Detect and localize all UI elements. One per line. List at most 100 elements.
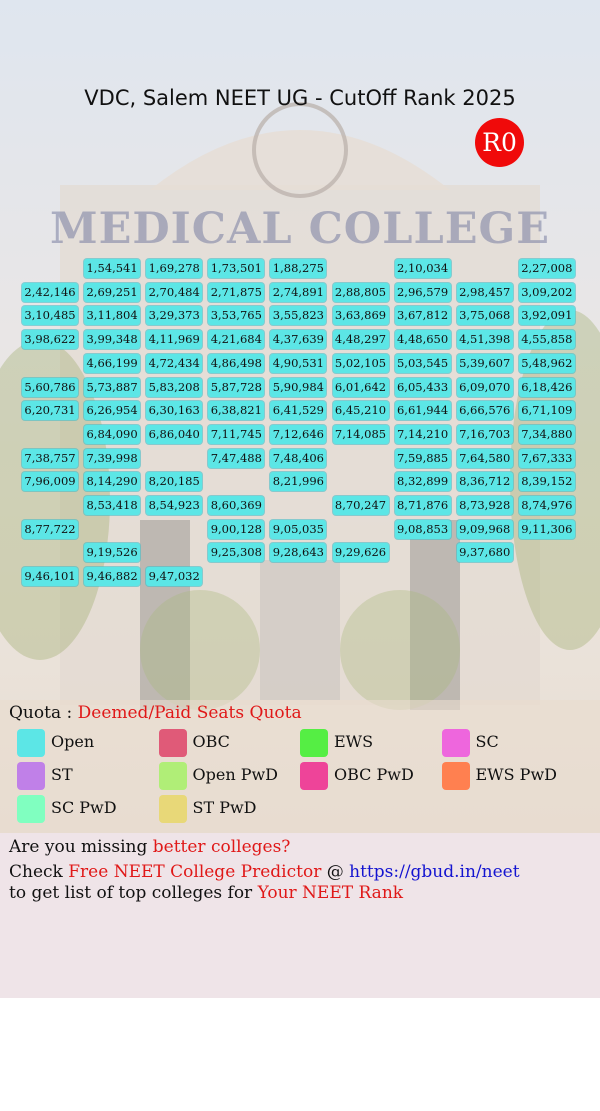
legend-swatch (300, 761, 328, 790)
legend-swatch (17, 761, 45, 790)
footer-line: Check Free NEET College Predictor @ http… (9, 862, 520, 882)
rank-cell: 1,73,501 (208, 259, 265, 278)
rank-cell: 2,27,008 (518, 259, 575, 278)
rank-cell: 8,21,996 (270, 472, 327, 492)
rank-cell: 8,73,928 (456, 496, 513, 515)
legend-label: OBC PwD (334, 765, 414, 784)
legend-item: SC (441, 727, 499, 757)
legend-swatch (300, 728, 328, 757)
rank-cell: 9,00,128 (208, 519, 265, 539)
rank-cell: 8,71,876 (394, 496, 451, 515)
predictor-link[interactable]: Free NEET College Predictor (68, 862, 322, 882)
rank-cell: 3,11,804 (84, 306, 141, 326)
quota-line: Quota : Deemed/Paid Seats Quota (9, 703, 302, 723)
rank-cell: 2,70,484 (146, 282, 203, 302)
rank-cell: 3,75,068 (456, 306, 513, 326)
legend-item: OBC PwD (300, 760, 414, 790)
rank-cell: 2,69,251 (84, 282, 141, 302)
rank-cell: 6,38,821 (208, 401, 265, 421)
rank-cell: 7,16,703 (456, 424, 513, 444)
rank-cell: 3,29,373 (146, 306, 203, 326)
rank-cell: 8,74,976 (518, 496, 575, 515)
rank-cell: 6,61,944 (394, 401, 451, 421)
background-sign: MEDICAL COLLEGE (50, 204, 550, 254)
rank-cell: 7,39,998 (84, 448, 141, 468)
rank-cell: 9,09,968 (456, 519, 513, 539)
rank-cell: 2,88,805 (332, 282, 389, 302)
rank-cell: 7,48,406 (270, 448, 327, 468)
rank-cell: 6,41,529 (270, 401, 327, 421)
rank-cell: 4,90,531 (270, 353, 327, 373)
rank-cell: 7,14,210 (394, 424, 451, 444)
rank-cell: 4,86,498 (208, 353, 265, 373)
rank-cell: 2,98,457 (456, 282, 513, 302)
quota-name: Deemed/Paid Seats Quota (77, 703, 302, 723)
rank-cell: 9,19,526 (84, 543, 141, 563)
rank-cell: 8,53,418 (84, 496, 141, 515)
legend-swatch (17, 728, 45, 757)
rank-cell: 9,47,032 (146, 567, 203, 587)
legend-swatch (158, 794, 187, 823)
rank-cell: 7,14,085 (332, 424, 389, 444)
rank-cell: 8,36,712 (456, 472, 513, 492)
legend-item: EWS (300, 727, 373, 757)
rank-cell: 7,96,009 (22, 472, 78, 492)
rank-cell: 8,54,923 (146, 496, 203, 515)
rank-cell: 4,11,969 (146, 330, 203, 350)
rank-cell: 8,60,369 (208, 496, 265, 515)
quota-label: Quota : (9, 703, 73, 723)
rank-cell: 7,47,488 (208, 448, 265, 468)
highlight: better colleges? (152, 837, 291, 857)
rank-cell: 9,25,308 (208, 543, 265, 563)
rank-cell: 4,48,650 (394, 330, 451, 350)
rank-cell: 7,34,880 (518, 424, 575, 444)
legend-label: EWS (334, 732, 374, 751)
rank-cell: 6,86,040 (146, 424, 203, 444)
rank-cell: 1,88,275 (270, 259, 327, 278)
rank-cell: 8,70,247 (332, 496, 389, 515)
rank-cell: 5,02,105 (332, 353, 389, 373)
rank-cell: 9,37,680 (456, 543, 513, 563)
rank-cell: 6,66,576 (456, 401, 513, 421)
rank-cell: 6,45,210 (332, 401, 389, 421)
rank-cell: 2,74,891 (270, 282, 327, 302)
rank-cell: 8,14,290 (84, 472, 141, 492)
legend-label: SC PwD (51, 798, 117, 817)
rank-cell: 6,71,109 (518, 401, 575, 421)
rank-cell: 2,42,146 (22, 282, 78, 302)
rank-cell: 6,18,426 (518, 377, 575, 397)
rank-cell: 4,51,398 (456, 330, 513, 350)
legend-item: OBC (158, 727, 230, 757)
rank-cell: 7,38,757 (22, 448, 78, 468)
rank-cell: 3,67,812 (394, 306, 451, 326)
rank-cell: 5,39,607 (456, 353, 513, 373)
rank-cell: 4,37,639 (270, 330, 327, 350)
legend-label: ST PwD (192, 798, 257, 817)
rank-cell: 3,63,869 (332, 306, 389, 326)
url-link[interactable]: https://gbud.in/neet (349, 862, 520, 882)
rank-cell: 6,09,070 (456, 377, 513, 397)
legend-label: EWS PwD (475, 765, 557, 784)
legend-item: ST (17, 760, 73, 790)
rank-cell: 8,20,185 (146, 472, 203, 492)
rank-cell: 9,46,101 (22, 567, 78, 587)
rank-cell: 5,90,984 (270, 377, 327, 397)
footer-line: to get list of top colleges for Your NEE… (9, 883, 403, 903)
rank-cell: 3,99,348 (84, 330, 141, 350)
legend-swatch (17, 794, 45, 823)
text: to get list of top colleges for (9, 883, 258, 903)
rank-cell: 3,98,622 (22, 330, 78, 350)
title: VDC, Salem NEET UG - CutOff Rank 2025 (84, 86, 516, 110)
legend-label: OBC (192, 732, 230, 751)
legend-item: ST PwD (158, 793, 257, 823)
rank-cell: 5,83,208 (146, 377, 203, 397)
rank-cell: 4,55,858 (518, 330, 575, 350)
legend-label: Open PwD (192, 765, 279, 784)
legend-swatch (441, 761, 470, 790)
rank-cell: 5,48,962 (518, 353, 575, 373)
rank-cell: 7,59,885 (394, 448, 451, 468)
rank-cell: 4,21,684 (208, 330, 265, 350)
rank-cell: 6,26,954 (84, 401, 141, 421)
rank-cell: 7,12,646 (270, 424, 327, 444)
